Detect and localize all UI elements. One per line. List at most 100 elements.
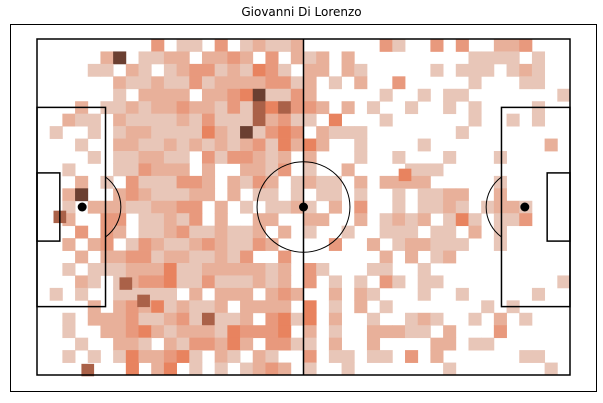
heatmap-cell	[189, 287, 203, 301]
heatmap-cell	[113, 51, 127, 65]
heatmap-cell	[100, 175, 114, 189]
heatmap-cell	[303, 275, 317, 289]
heatmap-cell	[417, 163, 431, 177]
heatmap-cell	[265, 163, 279, 177]
heatmap-cell	[265, 51, 279, 65]
heatmap-cell	[176, 188, 190, 202]
heatmap-cell	[163, 63, 177, 77]
heatmap-cell	[392, 76, 406, 90]
heatmap-cell	[468, 76, 482, 90]
heatmap-cell	[214, 275, 228, 289]
heatmap-cell	[316, 213, 330, 227]
heatmap-cell	[163, 188, 177, 202]
heatmap-cell	[113, 163, 127, 177]
chart-title: Giovanni Di Lorenzo	[241, 5, 362, 19]
heatmap-cell	[100, 200, 114, 214]
right-penalty-arc	[485, 176, 502, 238]
heatmap-cell	[189, 275, 203, 289]
heatmap-cell	[240, 362, 254, 376]
heatmap-cell	[113, 312, 127, 326]
heatmap-cell	[443, 325, 457, 339]
heatmap-cell	[341, 126, 355, 139]
heatmap-cell	[189, 138, 203, 152]
heatmap-cell	[201, 138, 216, 152]
heatmap-cell	[316, 51, 330, 65]
heatmap-cell	[328, 312, 342, 326]
heatmap-cell	[303, 76, 317, 90]
heatmap-cell	[366, 350, 381, 363]
heatmap-cell	[379, 225, 393, 239]
heatmap-cell	[151, 163, 165, 177]
heatmap-cell	[201, 188, 216, 202]
heatmap-cell	[125, 238, 139, 251]
heatmap-cell	[265, 275, 279, 289]
heatmap-cell	[189, 350, 203, 363]
heatmap-cell	[265, 76, 279, 90]
heatmap-cell	[176, 151, 190, 164]
heatmap-cell	[138, 138, 152, 152]
heatmap-cell	[75, 188, 89, 202]
heatmap-cell	[443, 88, 457, 102]
heatmap-cell	[240, 63, 254, 77]
heatmap-cell	[252, 325, 266, 339]
heatmap-cell	[252, 362, 266, 376]
heatmap-cell	[138, 126, 152, 139]
heatmap-cell	[278, 200, 292, 214]
heatmap-cell	[201, 263, 216, 276]
heatmap-cell	[417, 325, 431, 339]
heatmap-cell	[214, 337, 228, 351]
heatmap-cell	[252, 188, 266, 202]
heatmap-cell	[354, 76, 368, 90]
heatmap-cell	[506, 51, 520, 65]
heatmap-cell	[151, 275, 165, 289]
heatmap-cell	[163, 163, 177, 177]
heatmap-cell	[176, 175, 190, 189]
heatmap-cell	[138, 225, 152, 239]
heatmap-cell	[290, 51, 304, 65]
heatmap-cell	[379, 175, 393, 189]
heatmap-cell	[493, 312, 507, 326]
heatmap-cell	[87, 238, 101, 251]
heatmap-cell	[125, 151, 139, 164]
heatmap-cell	[125, 188, 139, 202]
heatmap-cell	[214, 350, 228, 363]
heatmap-cell	[240, 337, 254, 351]
heatmap-cell	[316, 101, 330, 115]
heatmap-cell	[290, 126, 304, 139]
heatmap-cell	[201, 101, 216, 115]
heatmap-cell	[125, 163, 139, 177]
heatmap-cell	[151, 175, 165, 189]
heatmap-cell	[176, 337, 190, 351]
heatmap-cell	[87, 263, 101, 276]
heatmap-cell	[227, 113, 241, 127]
heatmap-cell	[506, 113, 520, 127]
heatmap-cell	[138, 113, 152, 127]
heatmap-cell	[544, 362, 558, 376]
heatmap-cell	[290, 337, 304, 351]
heatmap-cell	[125, 76, 139, 90]
heatmap-cell	[265, 350, 279, 363]
heatmap-cell	[227, 126, 241, 139]
heatmap-cell	[328, 188, 342, 202]
heatmap-cell	[240, 250, 254, 264]
heatmap-cell	[430, 39, 444, 52]
heatmap-cell	[113, 138, 127, 152]
heatmap-cell	[366, 337, 381, 351]
centre-spot	[299, 202, 308, 212]
heatmap-cell	[87, 113, 101, 127]
heatmap-cell	[113, 213, 127, 227]
heatmap-cell	[468, 225, 482, 239]
heatmap-cell	[201, 225, 216, 239]
heatmap-cell	[379, 325, 393, 339]
heatmap-cell	[227, 263, 241, 276]
heatmap-cell	[138, 238, 152, 251]
heatmap-cell	[531, 63, 546, 77]
heatmap-cell	[278, 362, 292, 376]
heatmap-cell	[531, 350, 546, 363]
heatmap-cell	[240, 275, 254, 289]
heatmap-cell	[519, 213, 533, 227]
heatmap-cell	[151, 39, 165, 52]
heatmap-cell	[151, 225, 165, 239]
heatmap-cell	[163, 325, 177, 339]
heatmap-cell	[151, 312, 165, 326]
